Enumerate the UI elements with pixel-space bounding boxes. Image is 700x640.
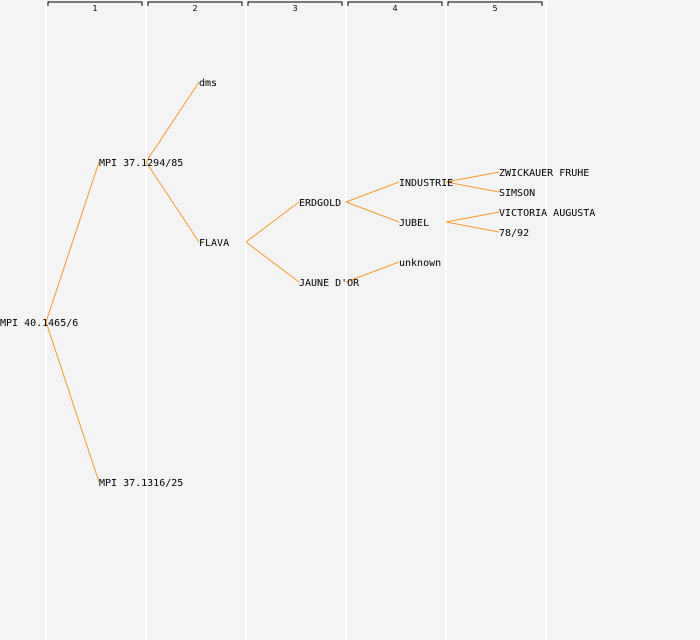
tree-edge	[445, 181, 500, 193]
generation-bracket	[47, 1, 143, 6]
tree-node[interactable]: FLAVA	[199, 238, 229, 249]
generation-label: 2	[192, 4, 197, 13]
tree-edge	[345, 261, 400, 283]
generation-bracket	[447, 1, 543, 6]
tree-node[interactable]: MPI 40.1465/6	[0, 318, 78, 329]
generation-bracket	[147, 1, 243, 6]
tree-edge	[345, 181, 400, 203]
tree-edge	[245, 201, 300, 243]
generation-label: 3	[292, 4, 297, 13]
tree-node[interactable]: unknown	[399, 258, 441, 269]
tree-node[interactable]: VICTORIA AUGUSTA	[499, 208, 595, 219]
generation-headers: 1 2 3 4 5	[47, 1, 543, 13]
tree-node[interactable]: INDUSTRIE	[399, 178, 453, 189]
generation-bracket	[347, 1, 443, 6]
tree-node[interactable]: SIMSON	[499, 188, 535, 199]
generation-bracket	[247, 1, 343, 6]
tree-edge	[45, 161, 100, 323]
tree-node[interactable]: JUBEL	[399, 218, 429, 229]
tree-node[interactable]: 78/92	[499, 228, 529, 239]
generation-label: 1	[92, 4, 97, 13]
tree-node[interactable]: JAUNE D'OR	[299, 278, 360, 289]
tree-node[interactable]: ERDGOLD	[299, 198, 341, 209]
tree-edge	[345, 201, 400, 223]
generation-label: 4	[392, 4, 397, 13]
tree-edge	[245, 241, 300, 283]
tree-node[interactable]: dms	[199, 78, 217, 89]
tree-edge	[45, 321, 100, 483]
tree-edges	[45, 81, 500, 483]
tree-edge	[445, 211, 500, 223]
tree-node[interactable]: ZWICKAUER FRUHE	[499, 168, 589, 179]
tree-edge	[145, 81, 200, 163]
tree-node[interactable]: MPI 37.1316/25	[99, 478, 183, 489]
tree-edge	[445, 171, 500, 183]
column-dividers	[45, 2, 547, 640]
tree-nodes: MPI 40.1465/6 MPI 37.1294/85 dms FLAVA ERDGO…	[0, 78, 595, 489]
tree-edge	[445, 221, 500, 233]
tree-node[interactable]: MPI 37.1294/85	[99, 158, 183, 169]
generation-label: 5	[492, 4, 497, 13]
tree-edge	[145, 161, 200, 243]
